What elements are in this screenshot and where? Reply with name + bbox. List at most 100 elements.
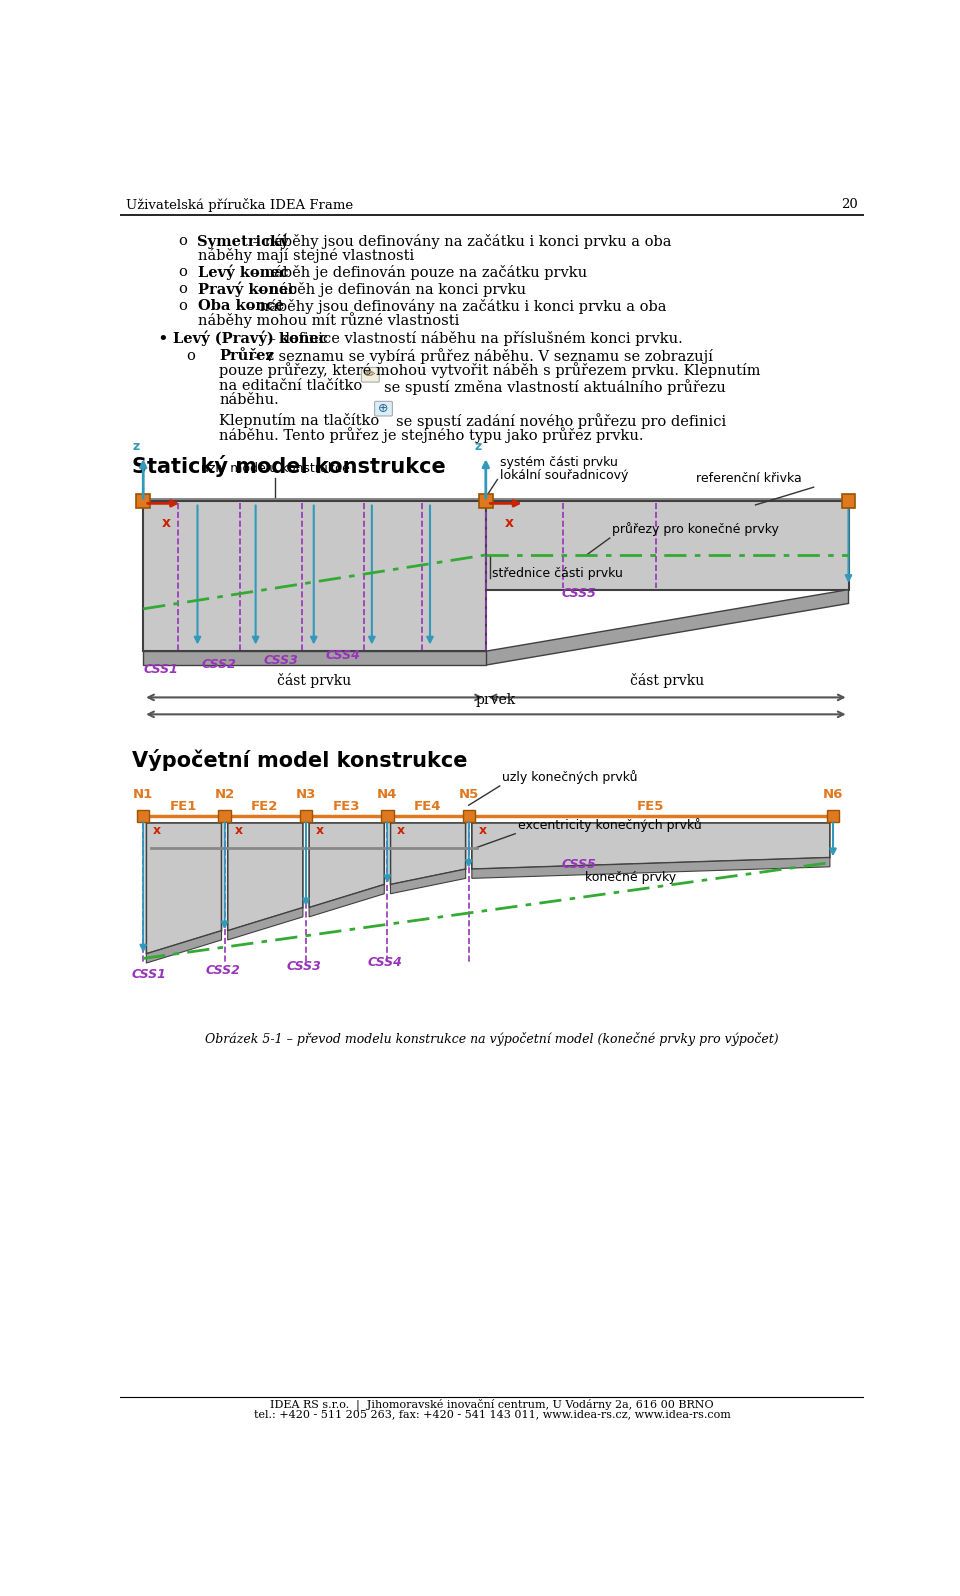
Text: náběhu. Tento průřez je stejného typu jako průřez prvku.: náběhu. Tento průřez je stejného typu ja… (219, 428, 644, 444)
Text: – náběh je definován pouze na začátku prvku: – náběh je definován pouze na začátku pr… (248, 265, 588, 279)
Text: N6: N6 (823, 787, 843, 801)
Text: x: x (234, 824, 243, 838)
Bar (479, 495, 492, 508)
Text: x: x (397, 824, 405, 838)
Text: CSS5: CSS5 (562, 587, 596, 600)
Text: tel.: +420 - 511 205 263, fax: +420 - 541 143 011, www.idea-rs.cz, www.idea-rs.c: tel.: +420 - 511 205 263, fax: +420 - 54… (253, 1409, 731, 1419)
Text: o: o (179, 281, 187, 295)
Text: o: o (186, 348, 195, 362)
Text: x: x (316, 824, 324, 838)
Text: Pravý konec: Pravý konec (198, 281, 297, 297)
Text: Klepnutím na tlačítko: Klepnutím na tlačítko (219, 413, 379, 428)
Text: Průřez: Průřez (219, 348, 274, 362)
Text: N3: N3 (296, 787, 316, 801)
Text: x: x (162, 516, 171, 530)
Polygon shape (472, 857, 829, 878)
Text: ✏: ✏ (365, 369, 375, 381)
Text: ⊕: ⊕ (378, 402, 389, 415)
Text: Výpočetní model konstrukce: Výpočetní model konstrukce (132, 749, 468, 771)
Text: FE1: FE1 (170, 800, 197, 812)
Text: konečné prvky: konečné prvky (585, 871, 676, 884)
FancyBboxPatch shape (374, 401, 393, 417)
Text: •: • (157, 330, 168, 350)
Polygon shape (228, 824, 303, 930)
Text: o: o (179, 235, 187, 247)
Text: část prvku: část prvku (630, 674, 705, 688)
Text: x: x (505, 516, 514, 530)
Text: CSS2: CSS2 (205, 964, 240, 977)
Bar (300, 809, 312, 822)
Text: Uživatelská příručka IDEA Frame: Uživatelská příručka IDEA Frame (126, 198, 353, 212)
Text: FE3: FE3 (332, 800, 360, 812)
Text: systém části prvku: systém části prvku (500, 456, 617, 469)
Polygon shape (146, 824, 222, 954)
Text: N2: N2 (214, 787, 235, 801)
Text: se spustí změna vlastností aktuálního průřezu: se spustí změna vlastností aktuálního pr… (383, 380, 725, 396)
Bar (137, 809, 150, 822)
Text: část prvku: část prvku (277, 674, 351, 688)
Text: CSS3: CSS3 (287, 959, 322, 974)
Text: Obrázek 5-1 – převod modelu konstrukce na výpočetní model (konečné prvky pro výp: Obrázek 5-1 – převod modelu konstrukce n… (205, 1031, 779, 1045)
Text: N1: N1 (133, 787, 154, 801)
Bar (842, 495, 855, 508)
Polygon shape (391, 824, 466, 884)
Polygon shape (228, 908, 303, 940)
Polygon shape (391, 870, 466, 894)
Polygon shape (143, 651, 486, 666)
Text: referenční křivka: referenční křivka (696, 472, 802, 485)
Bar (381, 809, 394, 822)
Text: střednice části prvku: střednice části prvku (492, 567, 623, 581)
Polygon shape (146, 930, 222, 962)
Text: CSS1: CSS1 (132, 967, 166, 980)
Text: prvek: prvek (476, 693, 516, 707)
Bar (827, 809, 839, 822)
FancyBboxPatch shape (361, 367, 379, 381)
Text: IDEA RS s.r.o.  |  Jihomoravské inovační centrum, U Vodárny 2a, 616 00 BRNO: IDEA RS s.r.o. | Jihomoravské inovační c… (270, 1398, 714, 1411)
Bar (136, 495, 150, 508)
Text: x: x (154, 824, 161, 838)
Text: N4: N4 (377, 787, 397, 801)
Polygon shape (486, 501, 849, 589)
Text: průřezy pro konečné prvky: průřezy pro konečné prvky (612, 522, 779, 536)
Text: náběhu.: náběhu. (219, 393, 279, 407)
Text: náběhy mohou mít různé vlastnosti: náběhy mohou mít různé vlastnosti (198, 313, 459, 329)
Text: CSS4: CSS4 (368, 956, 403, 969)
Text: lokální souřadnicový: lokální souřadnicový (500, 469, 628, 482)
Polygon shape (309, 884, 384, 916)
Text: Statický model konstrukce: Statický model konstrukce (132, 455, 445, 477)
Text: N5: N5 (459, 787, 479, 801)
Text: Levý konec: Levý konec (198, 265, 288, 281)
Text: o: o (179, 298, 187, 313)
Text: uzly konečných prvků: uzly konečných prvků (502, 769, 637, 784)
Text: – definice vlastností náběhu na příslušném konci prvku.: – definice vlastností náběhu na příslušn… (263, 330, 683, 346)
Text: – náběhy jsou definovány na začátku i konci prvku a oba: – náběhy jsou definovány na začátku i ko… (243, 298, 666, 313)
Bar (219, 809, 230, 822)
Text: Symetrický: Symetrický (198, 235, 289, 249)
Text: 20: 20 (841, 198, 858, 211)
Text: CSS2: CSS2 (202, 658, 236, 672)
Text: o: o (179, 265, 187, 279)
Text: – v seznamu se vybírá průřez náběhu. V seznamu se zobrazují: – v seznamu se vybírá průřez náběhu. V s… (250, 348, 713, 364)
Polygon shape (472, 824, 829, 870)
Polygon shape (309, 824, 384, 908)
Text: z: z (474, 440, 482, 453)
Polygon shape (143, 501, 486, 651)
Text: CSS5: CSS5 (562, 859, 596, 871)
Text: x: x (479, 824, 487, 838)
Text: FE2: FE2 (252, 800, 278, 812)
Text: Oba konce: Oba konce (198, 298, 284, 313)
Text: excentricity konečných prvků: excentricity konečných prvků (517, 819, 702, 832)
Text: CSS3: CSS3 (263, 653, 299, 667)
Bar (463, 809, 475, 822)
Text: náběhy mají stejné vlastnosti: náběhy mají stejné vlastnosti (198, 247, 414, 263)
Text: – náběh je definován na konci prvku: – náběh je definován na konci prvku (253, 281, 526, 297)
Text: na editační tlačítko: na editační tlačítko (219, 380, 363, 393)
Text: pouze průřezy, které mohou vytvořit náběh s průřezem prvku. Klepnutím: pouze průřezy, které mohou vytvořit nábě… (219, 362, 760, 378)
Text: uzly modelu konstrukce: uzly modelu konstrukce (202, 461, 350, 476)
Text: z: z (132, 440, 139, 453)
Text: CSS4: CSS4 (325, 650, 360, 662)
Text: FE5: FE5 (637, 800, 664, 812)
Text: FE4: FE4 (414, 800, 442, 812)
Text: – náběhy jsou definovány na začátku i konci prvku a oba: – náběhy jsou definovány na začátku i ko… (248, 235, 671, 249)
Text: CSS1: CSS1 (143, 662, 179, 675)
